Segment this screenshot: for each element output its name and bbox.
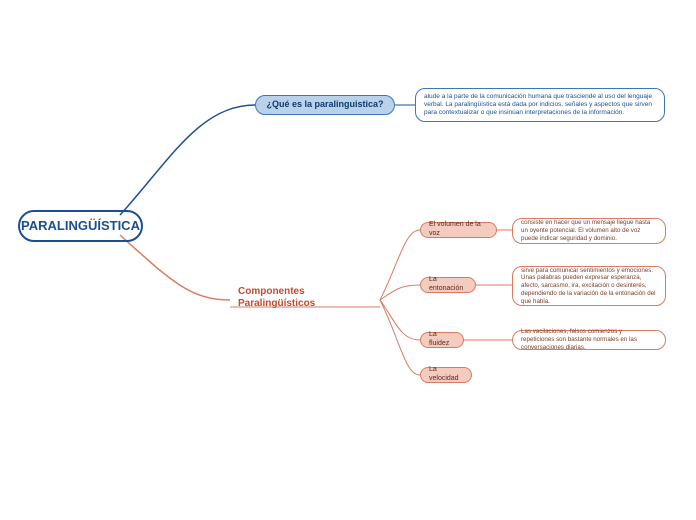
branch-componentes-label: Componentes Paralingüísticos — [238, 286, 372, 311]
node-entonacion-label: La entonación — [429, 276, 467, 294]
root-label: PARALINGÜÍSTICA — [21, 218, 140, 234]
branch-que-es: ¿Qué es la paralinguistica? — [255, 95, 395, 115]
node-entonacion-desc: sirve para comunicar sentimientos y emoc… — [512, 266, 666, 306]
branch-que-es-label: ¿Qué es la paralinguistica? — [266, 99, 383, 110]
node-volumen-label: El volumen de la voz — [429, 221, 488, 239]
node-entonacion: La entonación — [420, 277, 476, 293]
connector-lines — [0, 0, 696, 520]
node-velocidad-label: La velocidad — [429, 366, 463, 384]
branch-que-es-desc-text: alude a la parte de la comunicación huma… — [424, 93, 656, 117]
branch-componentes: Componentes Paralingüísticos — [230, 290, 380, 306]
node-entonacion-desc-text: sirve para comunicar sentimientos y emoc… — [521, 267, 657, 306]
node-fluidez-label: La fluidez — [429, 331, 455, 349]
branch-que-es-desc: alude a la parte de la comunicación huma… — [415, 88, 665, 122]
root-node: PARALINGÜÍSTICA — [18, 210, 143, 242]
node-volumen-desc: consiste en hacer que un mensaje llegue … — [512, 218, 666, 244]
node-fluidez-desc-text: Las vacilaciones, falsos comienzos y rep… — [521, 328, 657, 351]
node-volumen: El volumen de la voz — [420, 222, 497, 238]
node-fluidez-desc: Las vacilaciones, falsos comienzos y rep… — [512, 330, 666, 350]
node-volumen-desc-text: consiste en hacer que un mensaje llegue … — [521, 219, 657, 242]
node-fluidez: La fluidez — [420, 332, 464, 348]
node-velocidad: La velocidad — [420, 367, 472, 383]
